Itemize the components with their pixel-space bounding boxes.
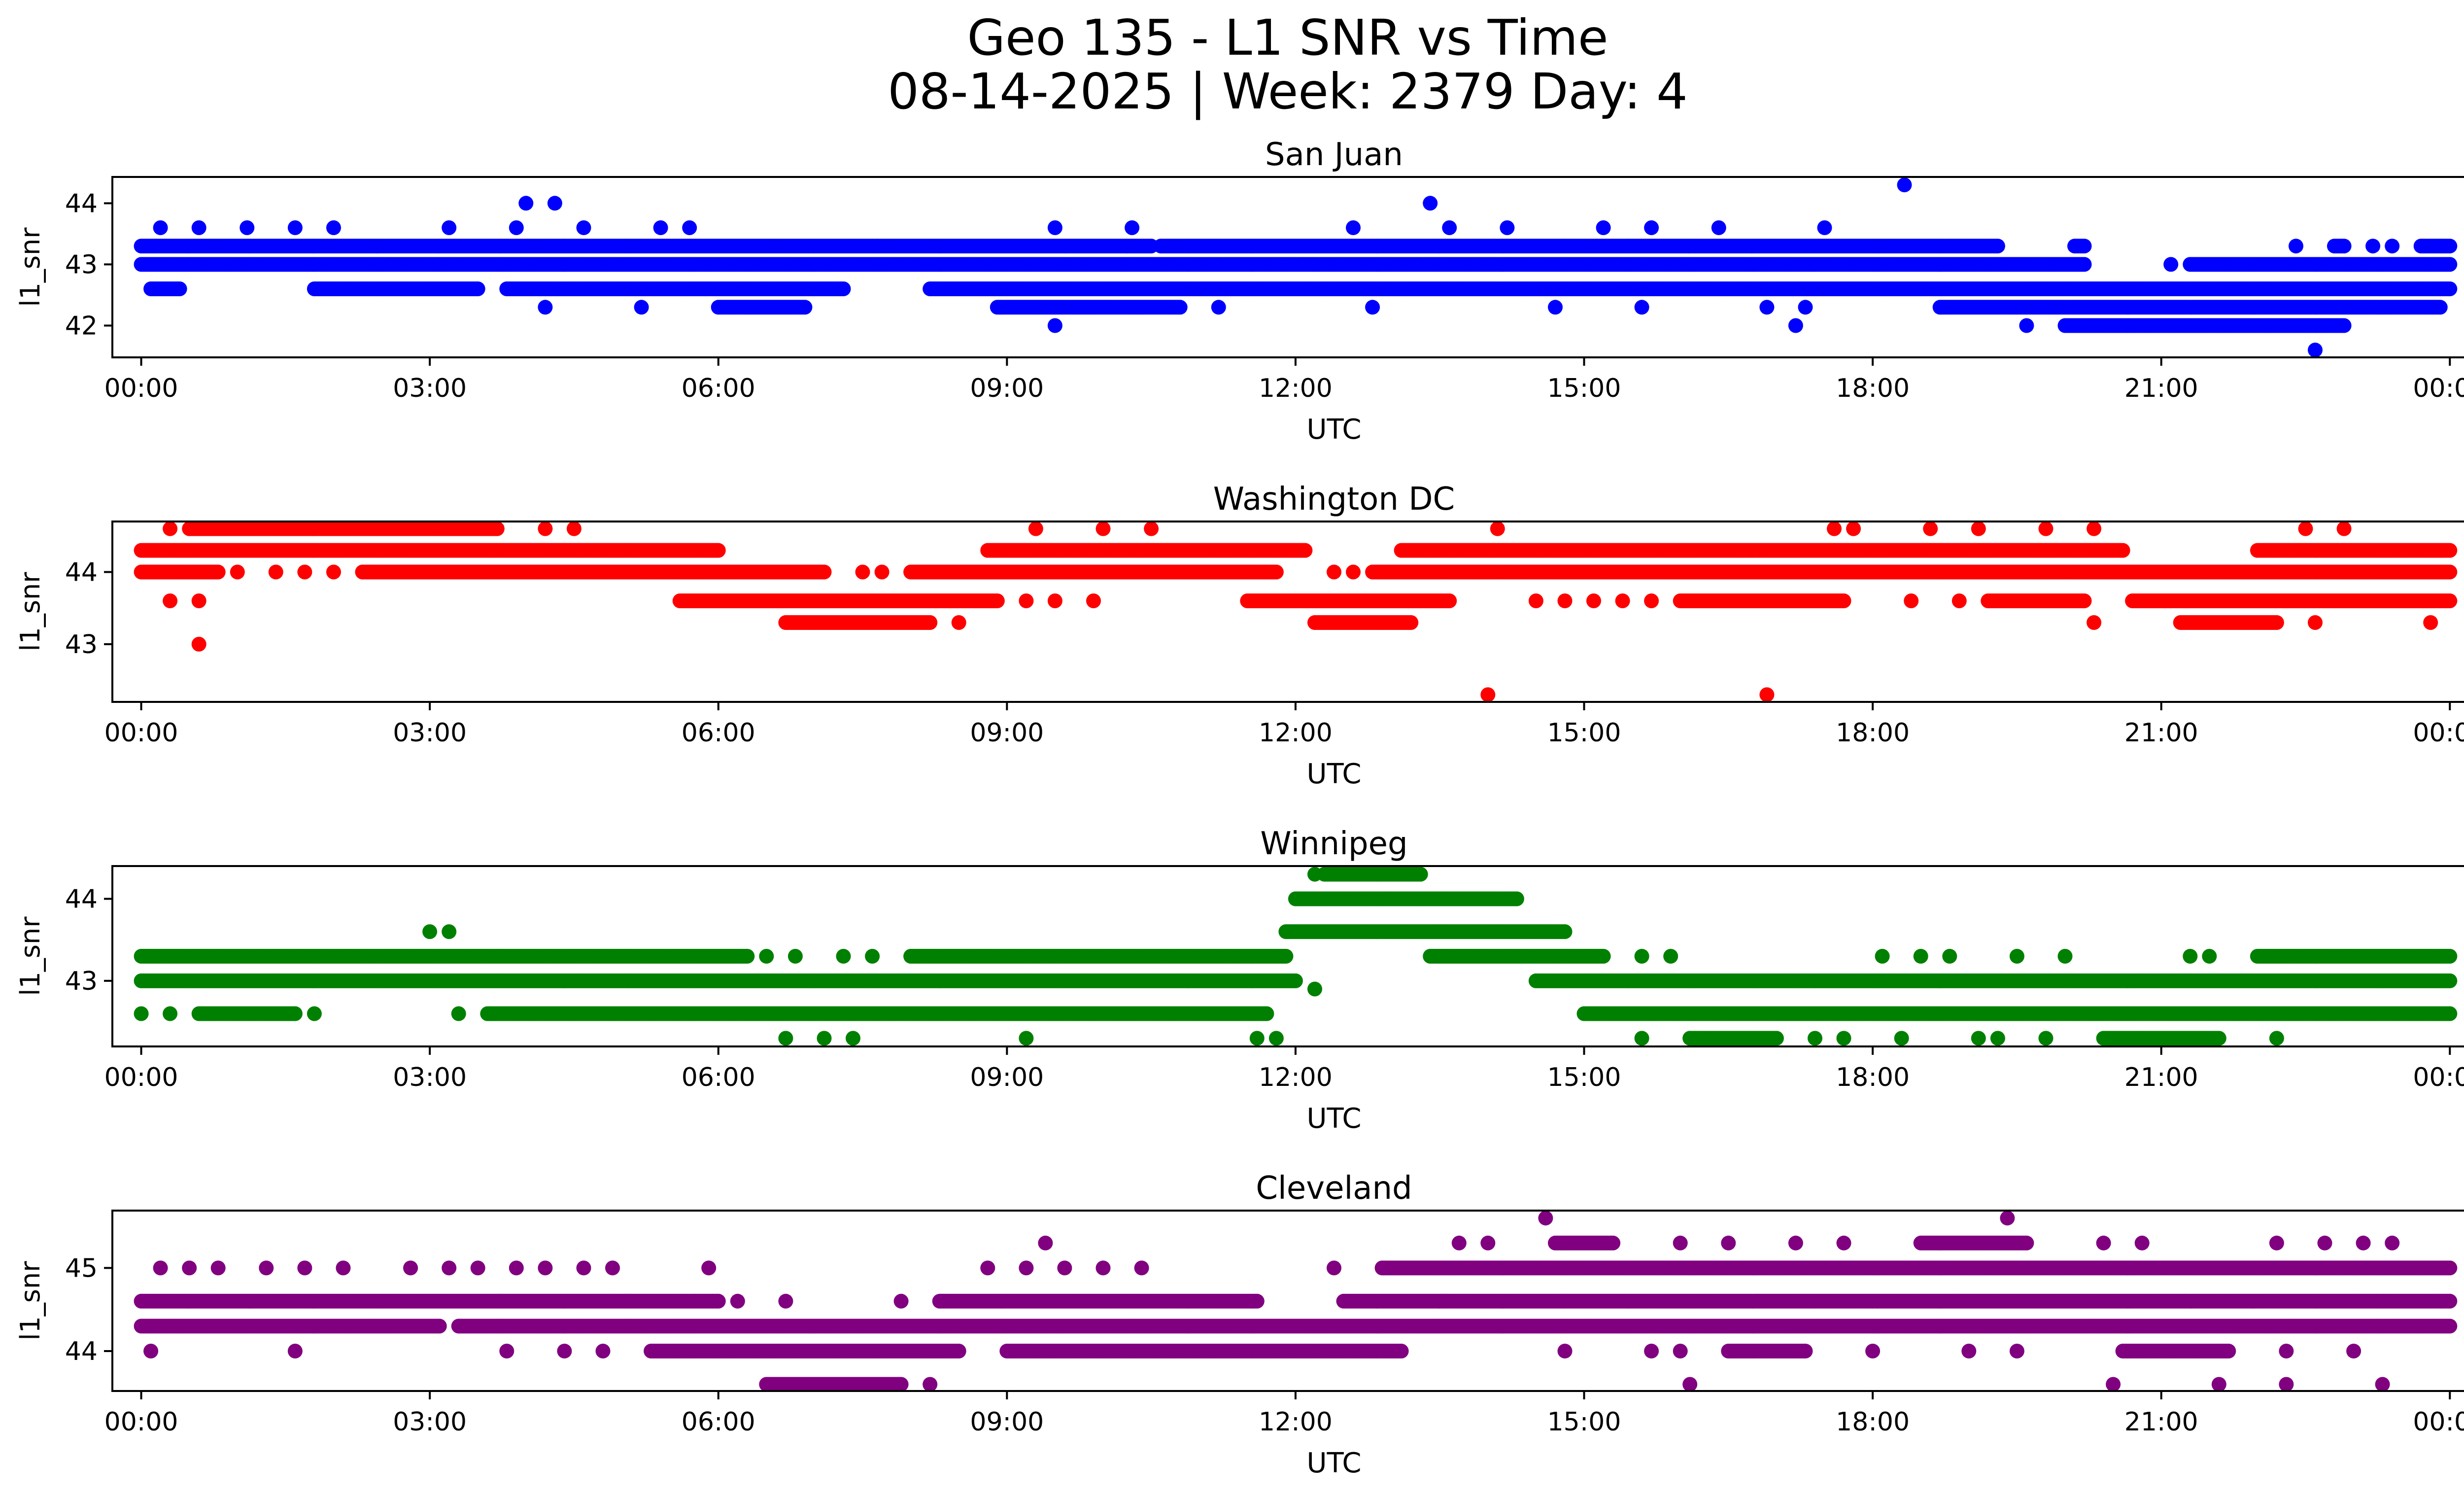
data-point [1897, 177, 1912, 193]
y-tick-label: 43 [65, 250, 98, 279]
data-point [1548, 300, 1563, 315]
panel-san-juan: San Juan 00:00 03:00 06:00 09:00 12:00 15:00 18… [15, 137, 2464, 446]
data-point [287, 220, 303, 235]
data-point [1423, 196, 1438, 211]
data-point [1990, 239, 2005, 254]
data-point [1644, 220, 1659, 235]
series-san-juan [134, 177, 2458, 357]
data-point [2336, 318, 2352, 333]
data-point [1298, 543, 1313, 558]
x-tick-label: 00:00 [2413, 374, 2464, 403]
data-point [2442, 239, 2458, 254]
y-tick-label: 44 [65, 189, 98, 218]
x-axis-label: UTC [1306, 414, 1361, 446]
x-tick-label: 12:00 [1259, 374, 1333, 403]
data-point [2019, 318, 2034, 333]
data-point [2115, 543, 2130, 558]
x-tick-label: 15:00 [1547, 374, 1621, 403]
data-point [470, 281, 485, 296]
data-point [1211, 300, 1226, 315]
data-point [682, 220, 697, 235]
data-point [2336, 239, 2352, 254]
figure-title-line1: Geo 135 - L1 SNR vs Time [967, 9, 1608, 67]
panel-title: Washington DC [1213, 481, 1455, 518]
x-tick-label: 06:00 [682, 374, 755, 403]
data-point [2365, 239, 2381, 254]
y-tick-label: 42 [65, 311, 98, 341]
data-point [191, 220, 206, 235]
data-point [538, 300, 553, 315]
data-point [634, 300, 649, 315]
figure-title-line2: 08-14-2025 | Week: 2379 Day: 4 [888, 63, 1688, 120]
x-tick-label: 09:00 [970, 374, 1044, 403]
x-tick-label: 21:00 [2124, 374, 2198, 403]
data-point [489, 522, 505, 536]
data-point [547, 196, 562, 211]
data-point [1047, 220, 1062, 235]
data-point [2289, 239, 2303, 254]
data-point [1125, 220, 1140, 235]
data-point [2432, 300, 2448, 315]
data-point [1634, 300, 1649, 315]
data-point [1596, 220, 1611, 235]
axes-frame [111, 176, 2464, 358]
x-tick-label: 03:00 [393, 374, 467, 403]
data-point [2442, 543, 2458, 558]
data-point [1346, 220, 1361, 235]
series-washington-dc [134, 522, 2458, 702]
data-point [509, 220, 524, 235]
data-point [2077, 239, 2092, 254]
data-point [240, 220, 255, 235]
data-point [1365, 300, 1380, 315]
data-point [576, 220, 591, 235]
data-point [2163, 257, 2179, 272]
x-tick-label: 18:00 [1836, 374, 1910, 403]
panel-title: San Juan [1265, 137, 1403, 173]
data-point [653, 220, 668, 235]
data-point [442, 220, 457, 235]
data-point [518, 196, 534, 211]
data-point [1711, 220, 1726, 235]
data-point [711, 543, 726, 558]
data-point [2385, 239, 2400, 254]
data-point [172, 281, 187, 296]
data-point [1788, 318, 1803, 333]
data-point [326, 220, 341, 235]
data-point [2442, 257, 2458, 272]
y-axis-label: l1_snr [15, 227, 46, 307]
x-tick-label: 00:00 [104, 374, 178, 403]
data-point [153, 220, 168, 235]
data-point [1047, 318, 1062, 333]
data-point [836, 281, 851, 296]
data-point [1172, 300, 1188, 315]
data-point [1798, 300, 1813, 315]
data-point [1442, 220, 1457, 235]
data-point [2077, 257, 2092, 272]
data-point [2308, 343, 2323, 357]
data-point [797, 300, 813, 315]
data-point [1817, 220, 1832, 235]
data-point [1500, 220, 1515, 235]
data-point [210, 564, 226, 580]
data-point [1759, 300, 1775, 315]
data-point [2442, 281, 2458, 296]
